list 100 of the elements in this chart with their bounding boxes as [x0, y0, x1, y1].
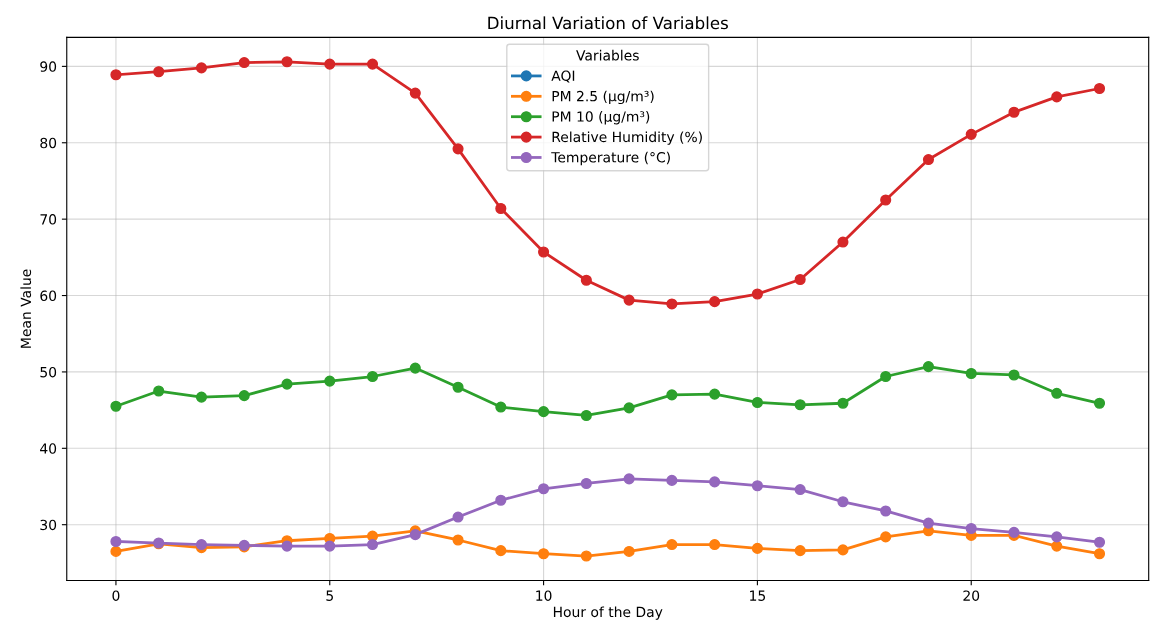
point [709, 388, 721, 400]
point [366, 370, 379, 383]
point [580, 409, 592, 422]
point [709, 539, 721, 551]
point [880, 505, 892, 517]
point [880, 370, 892, 383]
point [922, 154, 935, 166]
point [1093, 548, 1106, 560]
y-tick-label: 50 [40, 366, 57, 378]
point [366, 539, 379, 551]
legend-label: PM 2.5 (µg/m³) [552, 90, 654, 105]
point [538, 406, 550, 418]
point [580, 477, 592, 490]
legend-label: PM 10 (µg/m³) [552, 111, 650, 125]
chart-title: Diurnal Variation of Variables [488, 16, 728, 30]
point [751, 542, 763, 554]
point [538, 548, 550, 560]
legend-label: Temperature (°C) [551, 151, 670, 166]
point [751, 288, 763, 300]
point [366, 58, 379, 70]
point [751, 396, 763, 409]
point [452, 534, 464, 546]
point [110, 535, 122, 548]
point [495, 202, 507, 215]
point [965, 128, 977, 140]
point [580, 274, 592, 286]
point [409, 362, 421, 374]
point [281, 540, 293, 552]
point [623, 402, 635, 414]
y-tick-label: 80 [40, 137, 57, 149]
x-axis-title: Hour of the Day [553, 606, 663, 620]
y-tick-label: 40 [40, 443, 57, 454]
y-axis-title: Mean Value [20, 269, 32, 348]
point [452, 511, 464, 523]
point [409, 87, 421, 99]
point [238, 56, 250, 69]
point [880, 531, 892, 543]
point [495, 545, 507, 557]
point [1051, 540, 1063, 552]
point [324, 58, 336, 70]
point [110, 545, 122, 557]
y-tick-label: 30 [40, 519, 57, 531]
point [538, 483, 550, 495]
point [195, 391, 208, 403]
point [837, 397, 849, 409]
x-tick-label: 10 [536, 590, 552, 601]
x-tick-label: 20 [963, 590, 980, 601]
point [922, 361, 935, 373]
y-tick-label: 70 [40, 214, 57, 225]
point [153, 66, 165, 78]
legend-label: Relative Humidity (%) [552, 131, 702, 145]
point [666, 474, 678, 486]
point [1051, 387, 1063, 399]
point [751, 480, 763, 492]
point [110, 400, 122, 412]
point [794, 545, 806, 557]
point [837, 544, 849, 556]
point [666, 389, 678, 401]
point [1093, 397, 1106, 409]
point [880, 194, 892, 206]
point [452, 143, 464, 155]
point [281, 56, 293, 68]
point [1051, 91, 1063, 103]
point [623, 545, 635, 557]
y-tick-label: 60 [40, 290, 57, 302]
point [837, 496, 849, 508]
legend-label: AQI [551, 70, 575, 83]
point [153, 385, 165, 397]
point [1008, 106, 1020, 118]
point [794, 273, 806, 286]
point [666, 539, 678, 551]
point [965, 522, 977, 535]
y-tick-label: 90 [40, 61, 57, 72]
point [580, 550, 592, 562]
point [623, 473, 635, 485]
point [324, 375, 336, 387]
point [110, 69, 122, 81]
point [666, 298, 678, 310]
point [794, 399, 806, 411]
x-tick-label: 15 [750, 590, 766, 601]
point [922, 517, 935, 529]
point [495, 494, 507, 506]
point [965, 367, 977, 380]
legend-title: Variables [576, 49, 639, 61]
point [837, 236, 849, 248]
point [709, 476, 721, 488]
point [1093, 82, 1106, 95]
point [709, 296, 721, 308]
point [495, 401, 507, 413]
x-tick-label: 0 [112, 590, 120, 601]
point [281, 378, 293, 390]
point [195, 62, 208, 74]
point [1093, 536, 1106, 548]
point [1051, 531, 1063, 543]
point [409, 529, 421, 541]
x-tick-label: 5 [326, 590, 333, 601]
point [623, 294, 635, 306]
point [324, 540, 336, 552]
point [538, 246, 550, 258]
point [238, 390, 250, 402]
